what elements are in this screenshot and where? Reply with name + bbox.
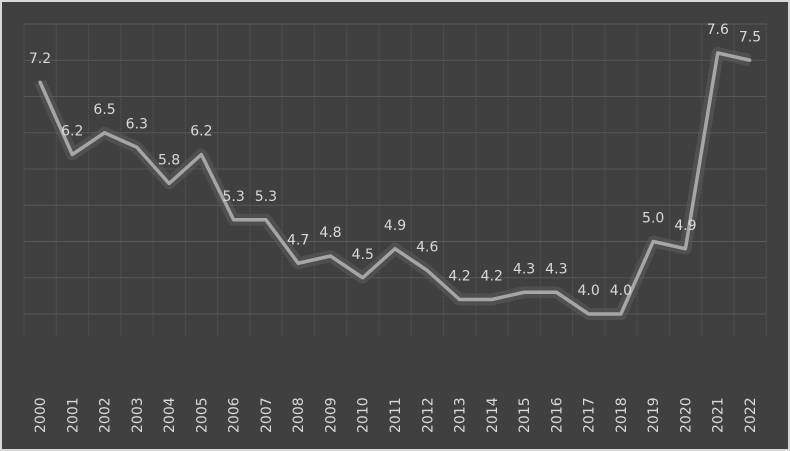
x-tick-label: 2019 [646,397,662,433]
x-tick-label: 2011 [388,397,404,433]
x-tick-label: 2020 [678,397,694,433]
x-tick-label: 2016 [549,397,565,433]
x-tick-label: 2003 [130,397,146,433]
data-label: 6.5 [93,102,115,118]
x-tick-label: 2007 [259,397,275,433]
x-tick-label: 2015 [517,397,533,433]
data-point [748,58,752,62]
x-tick-label: 2005 [194,397,210,433]
data-label: 4.2 [481,269,503,285]
series-line-glow [34,47,752,320]
x-tick-label: 2009 [323,397,339,433]
data-label: 6.2 [190,124,212,140]
data-label: 4.5 [352,247,374,263]
data-point [296,261,300,265]
data-label: 6.3 [126,116,148,132]
data-label: 4.9 [384,218,406,234]
data-label: 7.2 [29,51,51,67]
data-label: 4.3 [545,261,567,277]
data-point [361,276,365,280]
data-point [264,218,268,222]
data-point [167,182,171,185]
data-label: 4.3 [513,261,535,277]
x-tick-label: 2000 [33,397,49,433]
data-point [103,131,107,135]
x-tick-label: 2002 [98,397,114,433]
x-tick-label: 2017 [582,397,598,433]
data-label: 4.0 [578,283,600,299]
data-point [232,218,236,222]
data-point [651,240,655,243]
data-point [716,51,720,55]
data-point [554,290,558,294]
x-tick-label: 2018 [614,397,630,433]
x-tick-label: 2001 [65,397,81,433]
data-label: 4.7 [287,232,309,248]
data-point [490,298,494,301]
data-label: 4.9 [674,218,696,234]
data-label: 5.8 [158,153,180,169]
x-tick-label: 2022 [743,397,759,433]
data-point [393,247,397,251]
x-tick-label: 2010 [356,397,372,433]
data-point [587,312,591,316]
data-label: 7.5 [739,29,761,45]
data-point [458,298,462,301]
data-label: 5.3 [255,189,277,205]
data-point [135,145,139,149]
x-tick-label: 2012 [420,397,436,433]
data-label: 5.3 [223,189,245,205]
data-point [38,80,42,84]
data-point [328,254,332,258]
x-tick-label: 2006 [227,397,243,433]
data-label: 4.0 [610,283,632,299]
data-label: 4.2 [448,269,470,285]
data-point [199,153,203,156]
data-label: 4.8 [319,225,341,241]
x-tick-label: 2008 [291,397,307,433]
data-label: 7.6 [707,22,729,38]
data-point [425,269,429,272]
data-label: 4.6 [416,240,438,256]
x-tick-label: 2014 [485,397,501,433]
data-point [522,290,526,294]
x-tick-label: 2021 [711,397,727,433]
x-tick-label: 2013 [453,397,469,433]
x-tick-label: 2004 [162,397,178,433]
data-point [70,153,74,156]
data-label: 5.0 [642,211,664,227]
data-point [683,247,687,251]
data-label: 6.2 [61,124,83,140]
data-point [619,312,623,316]
